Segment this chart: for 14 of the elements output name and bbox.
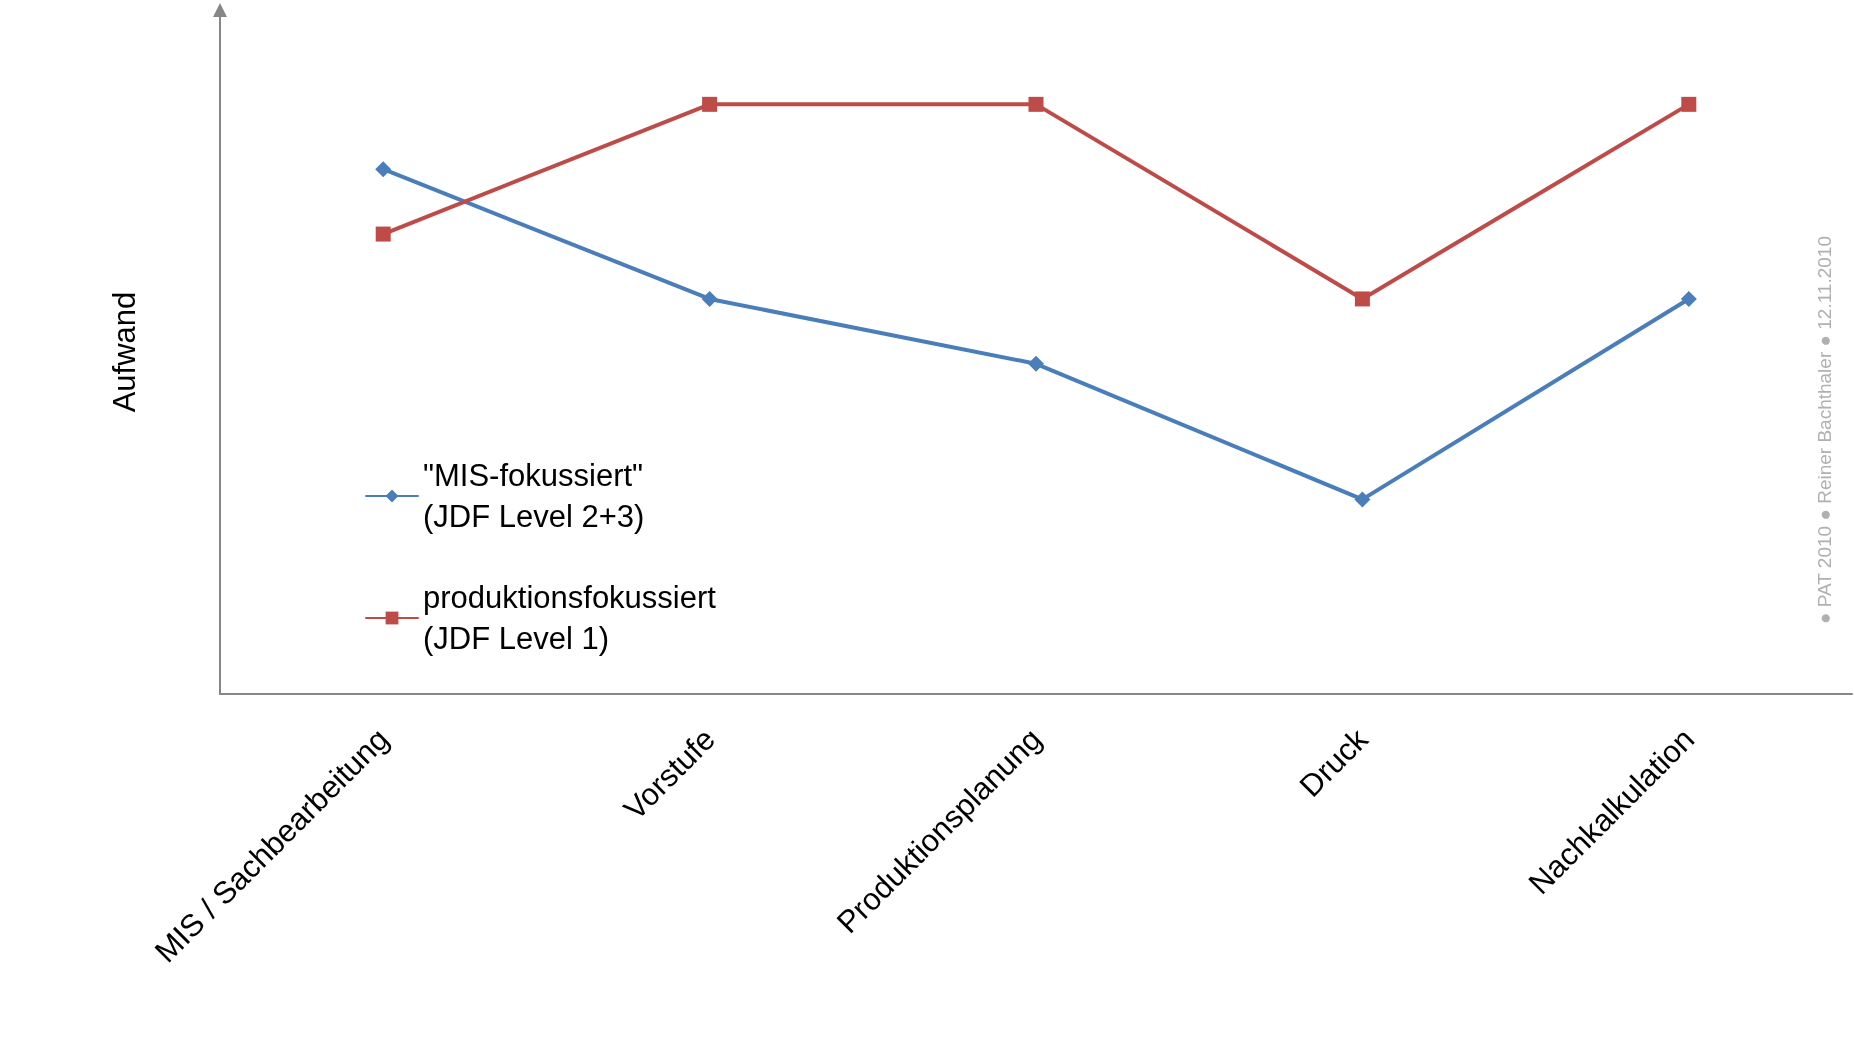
point bbox=[375, 161, 392, 178]
point bbox=[702, 96, 718, 112]
legend-label: "MIS-fokussiert" (JDF Level 2+3) bbox=[423, 458, 645, 534]
point bbox=[1680, 290, 1697, 307]
point bbox=[1028, 96, 1044, 112]
point bbox=[701, 290, 718, 307]
annotation: ● PAT 2010 ● Reiner Bachthaler ● 12.11.2010 bbox=[1813, 236, 1835, 624]
point bbox=[1354, 291, 1370, 307]
point bbox=[1354, 491, 1371, 508]
y-axis-title: Aufwand bbox=[107, 291, 142, 413]
point bbox=[375, 226, 391, 242]
legend-label: produktionsfokussiert (JDF Level 1) bbox=[423, 580, 717, 656]
point bbox=[1681, 96, 1697, 112]
point bbox=[1028, 355, 1044, 372]
